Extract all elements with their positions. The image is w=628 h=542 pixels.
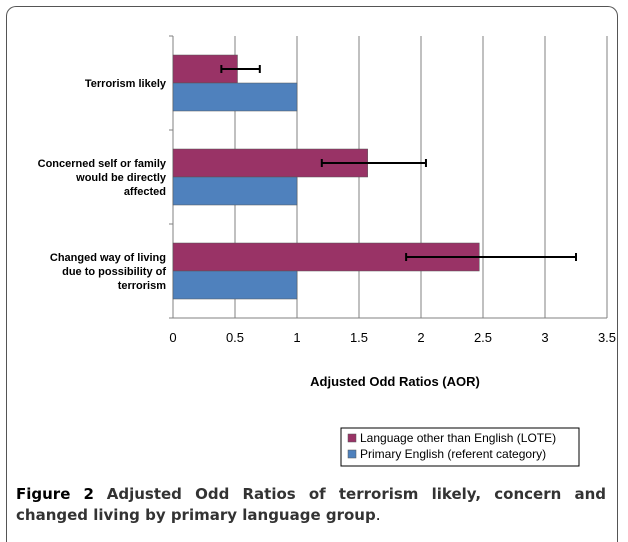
x-tick-label: 1 bbox=[293, 330, 300, 345]
x-tick-label: 2 bbox=[417, 330, 424, 345]
figure-caption: Figure 2 Adjusted Odd Ratios of terroris… bbox=[16, 484, 606, 526]
category-label: Concerned self or family bbox=[38, 158, 167, 170]
legend-swatch bbox=[347, 449, 357, 459]
bar-english bbox=[172, 82, 298, 112]
category-label: affected bbox=[124, 186, 166, 198]
figure-label: Figure 2 bbox=[16, 485, 94, 503]
category-label: Changed way of living bbox=[50, 252, 166, 264]
category-label: terrorism bbox=[118, 280, 167, 292]
bar-english bbox=[172, 176, 298, 206]
category-label: would be directly bbox=[75, 172, 167, 184]
x-tick-label: 0 bbox=[169, 330, 176, 345]
x-tick-label: 3 bbox=[541, 330, 548, 345]
x-tick-label: 1.5 bbox=[350, 330, 368, 345]
category-label: due to possibility of bbox=[62, 266, 166, 278]
bar-chart: 0 0.5 1 1.5 2 2.5 3 3.5 Terrorism likely Concerne… bbox=[38, 35, 616, 467]
legend-label: Primary English (referent category) bbox=[360, 447, 546, 461]
legend-label: Language other than English (LOTE) bbox=[360, 431, 556, 445]
bar-english bbox=[172, 270, 298, 300]
legend-box bbox=[340, 427, 580, 467]
x-tick-label: 3.5 bbox=[598, 330, 616, 345]
x-axis-title: Adjusted Odd Ratios (AOR) bbox=[310, 374, 480, 389]
x-tick-label: 0.5 bbox=[226, 330, 244, 345]
figure-frame bbox=[6, 6, 618, 542]
x-tick-label: 2.5 bbox=[474, 330, 492, 345]
legend-swatch bbox=[347, 433, 357, 443]
category-label: Terrorism likely bbox=[85, 78, 167, 90]
caption-period: . bbox=[375, 506, 381, 524]
figure-caption-text: Adjusted Odd Ratios of terrorism likely,… bbox=[16, 485, 606, 524]
